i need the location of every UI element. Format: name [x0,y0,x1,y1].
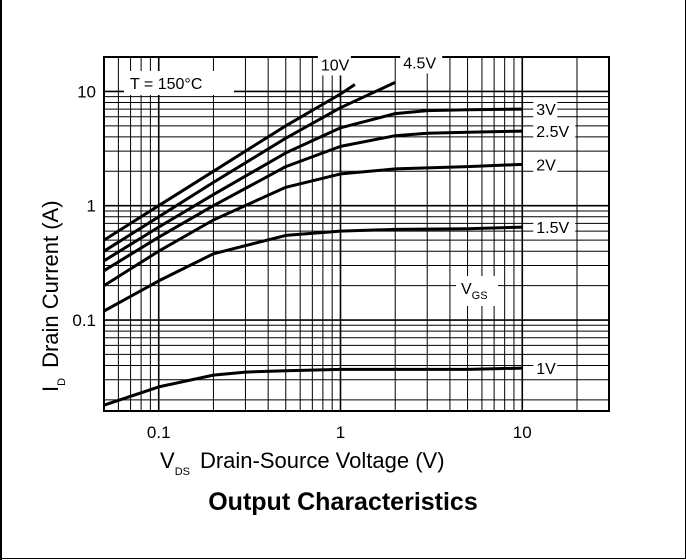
y-axis-title-main: I [38,386,63,392]
chart-title: Output Characteristics [208,488,478,516]
curve-label-10V: 10V [321,57,350,74]
curve-label-2-5V: 2.5V [536,124,569,141]
curve-label-3V: 3V [536,102,556,119]
x-axis-title-rest: Drain-Source Voltage (V) [200,448,445,473]
curve-label-1-5V: 1.5V [536,220,569,237]
y-tick-label: 0.1 [72,311,96,330]
curve-label-bg [533,155,558,176]
temperature-annotation: T = 150°C [124,71,234,95]
curve-label-4-5V: 4.5V [403,55,436,72]
temperature-annotation-bg [124,71,234,95]
x-tick-label: 0.1 [147,423,171,442]
series-line-4-5V [103,81,396,253]
y-axis-title-sub: D [56,378,68,386]
vgs-main: V [461,281,472,298]
temperature-annotation-text: T = 150°C [130,76,202,93]
vgs-sub: GS [472,290,488,302]
x-tick-label: 10 [513,423,532,442]
vgs-legend-title: VGS [456,276,498,306]
curves [103,81,523,407]
curve-label-bg [533,218,576,239]
series-line-2V [103,162,523,287]
curve-label-bg [533,359,558,380]
vgs-legend-text: VGS [461,281,488,302]
x-tick-label: 1 [336,423,345,442]
y-axis-title-rest: Drain Current (A) [38,200,63,367]
x-axis-title-main: V [160,448,175,473]
curve-label-2V: 2V [536,157,556,174]
grid [104,57,609,411]
y-tick-label: 1 [87,197,96,216]
vgs-legend-bg [456,276,498,306]
x-axis-title: VDS Drain-Source Voltage (V) [160,448,445,478]
y-tick-label: 10 [77,82,96,101]
curve-label-1V: 1V [536,361,556,378]
curve-label-bg [533,122,576,143]
output-characteristics-chart: 10V 4.5V 3V 2.5V 2V 1.5V 1V 0.1 1 10 0.1 1 10 T = 1… [38,53,610,478]
x-axis-title-sub: DS [175,466,190,478]
curve-label-bg [400,53,443,74]
tick-labels: 0.1 1 10 0.1 1 10 [72,82,531,442]
series-line-3V [103,107,523,263]
y-axis-title: ID Drain Current (A) [38,200,68,392]
plot-frame [103,56,610,412]
series-line-1-5V [103,225,523,313]
series-line-10V [103,83,356,242]
curve-labels: 10V 4.5V 3V 2.5V 2V 1.5V 1V [317,53,576,380]
series-line-2-5V [103,129,523,272]
series-line-1V [103,366,523,407]
left-border [0,0,2,560]
curve-label-bg [317,55,351,76]
curve-label-bg [533,100,558,121]
